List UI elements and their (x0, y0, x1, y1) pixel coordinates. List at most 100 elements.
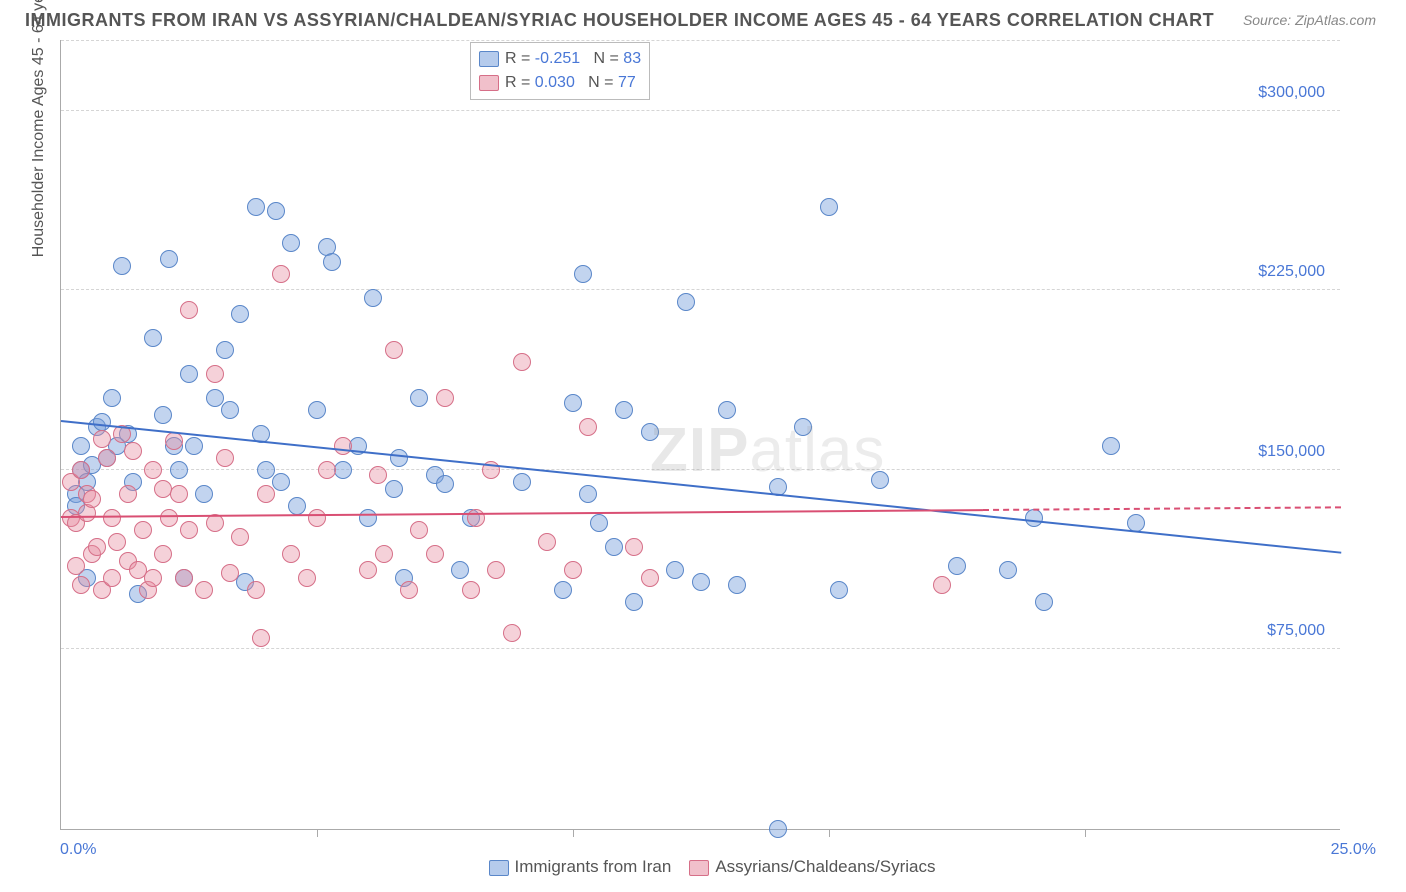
data-point (247, 198, 265, 216)
data-point (579, 418, 597, 436)
data-point (288, 497, 306, 515)
legend-label: Immigrants from Iran (515, 857, 672, 876)
data-point (538, 533, 556, 551)
data-point (579, 485, 597, 503)
data-point (124, 442, 142, 460)
data-point (206, 365, 224, 383)
data-point (436, 389, 454, 407)
data-point (175, 569, 193, 587)
data-point (113, 257, 131, 275)
data-point (308, 401, 326, 419)
watermark: ZIPatlas (650, 415, 885, 486)
data-point (103, 509, 121, 527)
x-tick (1085, 829, 1086, 837)
data-point (574, 265, 592, 283)
data-point (72, 437, 90, 455)
data-point (820, 198, 838, 216)
data-point (426, 545, 444, 563)
data-point (410, 521, 428, 539)
data-point (257, 485, 275, 503)
y-tick-label: $150,000 (1258, 443, 1325, 461)
data-point (247, 581, 265, 599)
data-point (933, 576, 951, 594)
data-point (144, 329, 162, 347)
data-point (154, 545, 172, 563)
data-point (134, 521, 152, 539)
data-point (1102, 437, 1120, 455)
legend-label: Assyrians/Chaldeans/Syriacs (715, 857, 935, 876)
data-point (641, 569, 659, 587)
chart-title: IMMIGRANTS FROM IRAN VS ASSYRIAN/CHALDEA… (25, 10, 1214, 31)
data-point (103, 389, 121, 407)
data-point (272, 265, 290, 283)
pink-swatch-icon (479, 75, 499, 91)
data-point (462, 581, 480, 599)
data-point (385, 480, 403, 498)
data-point (1127, 514, 1145, 532)
data-point (369, 466, 387, 484)
y-tick-label: $300,000 (1258, 84, 1325, 102)
data-point (165, 432, 183, 450)
data-point (615, 401, 633, 419)
blue-swatch-icon (479, 51, 499, 67)
data-point (160, 509, 178, 527)
data-point (72, 576, 90, 594)
data-point (625, 593, 643, 611)
data-point (170, 485, 188, 503)
data-point (503, 624, 521, 642)
data-point (436, 475, 454, 493)
data-point (98, 449, 116, 467)
data-point (93, 413, 111, 431)
data-point (364, 289, 382, 307)
data-point (308, 509, 326, 527)
data-point (216, 449, 234, 467)
data-point (160, 250, 178, 268)
x-tick (829, 829, 830, 837)
x-tick (573, 829, 574, 837)
data-point (72, 461, 90, 479)
data-point (677, 293, 695, 311)
data-point (119, 485, 137, 503)
data-point (385, 341, 403, 359)
pink-swatch-icon (689, 860, 709, 876)
correlation-legend: R = -0.251 N = 83R = 0.030 N = 77 (470, 42, 650, 100)
data-point (195, 581, 213, 599)
data-point (180, 521, 198, 539)
data-point (67, 557, 85, 575)
gridline (61, 110, 1340, 111)
data-point (769, 820, 787, 838)
data-point (666, 561, 684, 579)
data-point (180, 301, 198, 319)
gridline (61, 40, 1340, 41)
data-point (375, 545, 393, 563)
data-point (282, 545, 300, 563)
blue-swatch-icon (489, 860, 509, 876)
data-point (513, 353, 531, 371)
data-point (170, 461, 188, 479)
data-point (692, 573, 710, 591)
data-point (605, 538, 623, 556)
data-point (206, 389, 224, 407)
data-point (154, 406, 172, 424)
data-point (298, 569, 316, 587)
data-point (999, 561, 1017, 579)
legend-row: R = 0.030 N = 77 (479, 71, 641, 95)
data-point (267, 202, 285, 220)
legend-row: R = -0.251 N = 83 (479, 47, 641, 71)
data-point (318, 461, 336, 479)
data-point (103, 569, 121, 587)
data-point (144, 461, 162, 479)
data-point (334, 461, 352, 479)
chart-source: Source: ZipAtlas.com (1243, 12, 1376, 28)
watermark-light: atlas (749, 416, 885, 485)
data-point (728, 576, 746, 594)
data-point (467, 509, 485, 527)
data-point (590, 514, 608, 532)
data-point (144, 569, 162, 587)
data-point (359, 509, 377, 527)
data-point (625, 538, 643, 556)
data-point (564, 561, 582, 579)
data-point (400, 581, 418, 599)
data-point (221, 564, 239, 582)
data-point (554, 581, 572, 599)
